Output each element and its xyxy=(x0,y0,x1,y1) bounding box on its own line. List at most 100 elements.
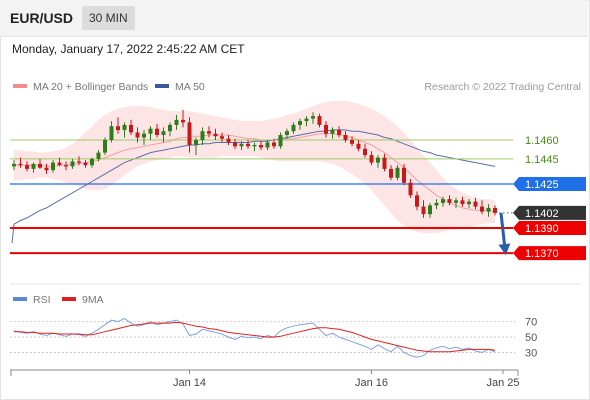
candle-body xyxy=(90,158,94,166)
x-tick-label: Jan 25 xyxy=(486,377,519,389)
candle-body xyxy=(25,165,29,169)
candle-body xyxy=(291,124,296,132)
candle-body xyxy=(428,205,432,215)
candle-body xyxy=(454,200,458,203)
candle-body xyxy=(109,126,114,140)
x-tick-label: Jan 14 xyxy=(173,377,206,389)
candle-body xyxy=(187,122,192,145)
candle-body xyxy=(103,140,107,153)
candle-body xyxy=(480,206,484,212)
legend-label: MA 20 + Bollinger Bands xyxy=(33,81,148,93)
level-label-1.1402: 1.1402 xyxy=(525,208,559,220)
candle-body xyxy=(486,207,491,212)
candle-body xyxy=(252,145,257,147)
chart-header: EUR/USD 30 MIN xyxy=(0,0,588,37)
level-tag-1.1402 xyxy=(513,205,586,220)
rsi-level-label: 30 xyxy=(525,348,537,360)
candle-body xyxy=(441,199,445,203)
candle-body xyxy=(226,138,231,143)
candle-body xyxy=(135,132,140,138)
candle-body xyxy=(181,119,185,123)
level-tag-1.1390 xyxy=(513,221,586,235)
legend-swatch xyxy=(13,84,27,88)
candle-body xyxy=(272,142,276,147)
candle-body xyxy=(148,128,153,134)
level-label-1.1390: 1.1390 xyxy=(525,223,559,235)
candle-body xyxy=(168,124,172,132)
candle-body xyxy=(369,155,374,163)
rsi-legend-swatch xyxy=(13,297,27,301)
candle-body xyxy=(38,163,42,168)
candle-body xyxy=(200,131,205,140)
candle-body xyxy=(265,142,270,148)
candle-body xyxy=(285,131,289,135)
candle-body xyxy=(246,143,250,147)
credit-text: Research © 2022 Trading Central xyxy=(424,81,581,93)
candle-body xyxy=(434,202,439,206)
candle-body xyxy=(116,126,120,130)
candle-body xyxy=(473,201,478,207)
candle-body xyxy=(70,161,75,167)
level-label-1.1425: 1.1425 xyxy=(525,179,559,191)
candle-body xyxy=(233,142,237,147)
candle-body xyxy=(213,133,218,137)
main-legend: MA 20 + Bollinger Bands MA 50 xyxy=(13,81,205,93)
candle-body xyxy=(415,195,419,207)
candle-body xyxy=(493,207,497,213)
level-tag-1.1370 xyxy=(513,246,586,261)
candle-body xyxy=(207,131,211,134)
candle-body xyxy=(129,124,133,133)
projection-arrowhead xyxy=(498,243,511,256)
rsi-level-label: 50 xyxy=(525,332,537,344)
candle-body xyxy=(194,140,198,145)
candle-body xyxy=(330,129,335,134)
rsi-legend-label: 9MA xyxy=(82,294,104,306)
candle-body xyxy=(31,163,36,169)
rsi-legend: RSI 9MA xyxy=(13,294,104,306)
x-axis: Jan 14 Jan 16 Jan 25 xyxy=(10,369,520,389)
candle-body xyxy=(350,140,354,144)
rsi-panel: 70 50 30 xyxy=(10,317,537,360)
candle-body xyxy=(18,163,23,166)
candle-body xyxy=(12,163,16,167)
candle-body xyxy=(421,206,426,215)
candle-body xyxy=(343,135,348,140)
candle-body xyxy=(155,128,159,135)
candle-body xyxy=(161,131,166,135)
candle-body xyxy=(278,135,283,147)
candle-body xyxy=(324,124,328,134)
rsi-level-label: 70 xyxy=(525,317,537,329)
level-label-1.1370: 1.1370 xyxy=(525,248,559,260)
candle-body xyxy=(337,129,341,135)
candle-body xyxy=(122,124,127,130)
candle-body xyxy=(408,182,413,196)
level-label-1.1460: 1.1460 xyxy=(525,135,559,147)
candle-body xyxy=(467,201,471,205)
x-tick-label: Jan 16 xyxy=(355,377,388,389)
rsi-line xyxy=(13,317,496,358)
legend-swatch xyxy=(155,84,169,88)
candle-body xyxy=(376,157,380,163)
candle-body xyxy=(395,167,400,178)
candle-body xyxy=(311,116,315,119)
instrument-title: EUR/USD xyxy=(10,10,74,26)
level-tag-1.1425 xyxy=(513,177,586,191)
candle-body xyxy=(51,162,55,171)
ma20-line xyxy=(14,133,496,213)
candle-body xyxy=(317,116,322,125)
level-labels: 1.1460 1.1445 1.1425 1.1402 1.1390 1.1370 xyxy=(513,135,586,261)
candle-body xyxy=(83,162,88,166)
candle-body xyxy=(363,148,367,156)
candle-body xyxy=(259,145,263,148)
projection-line xyxy=(499,212,507,250)
level-label-1.1445: 1.1445 xyxy=(525,154,559,166)
rsi-legend-label: RSI xyxy=(33,294,51,306)
legend-label: MA 50 xyxy=(175,81,205,93)
candle-body xyxy=(96,152,101,159)
timeframe-button[interactable]: 30 MIN xyxy=(82,6,135,30)
candle-body xyxy=(460,200,465,205)
candle-body xyxy=(57,162,62,166)
candle-body xyxy=(77,161,81,163)
candle-body xyxy=(382,157,387,169)
